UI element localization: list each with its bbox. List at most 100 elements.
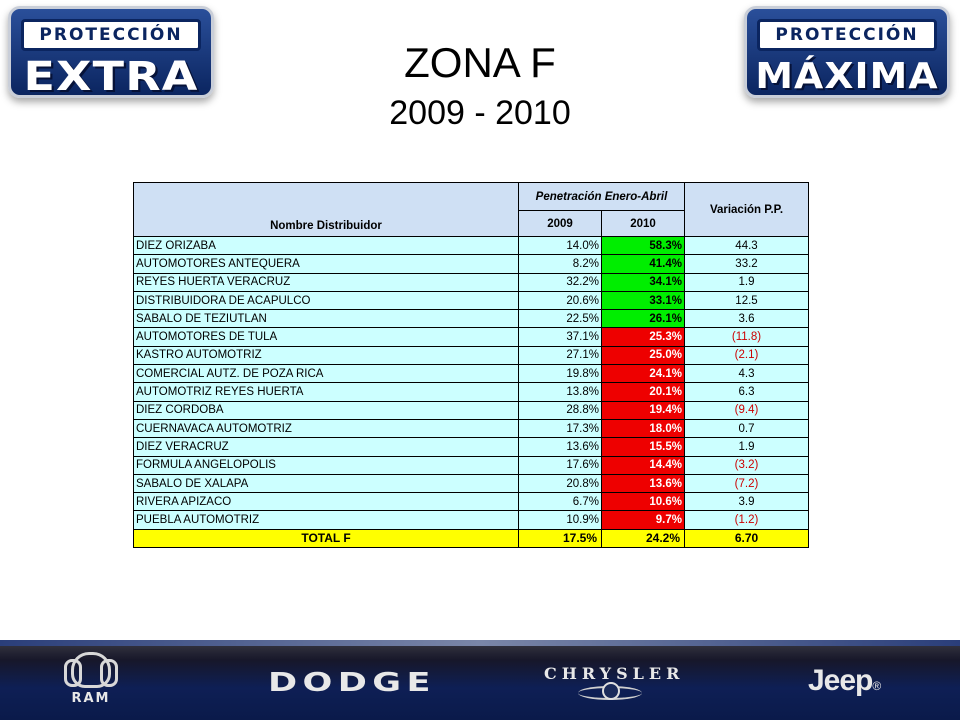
variation-value: 1.9 <box>684 437 809 457</box>
table-row: SABALO DE XALAPA 20.8% 13.6% (7.2) <box>133 473 809 494</box>
table-header-row: Nombre Distribuidor Penetración Enero-Ab… <box>133 182 809 237</box>
value-2010: 13.6% <box>601 473 685 494</box>
table-row: REYES HUERTA VERACRUZ 32.2% 34.1% 1.9 <box>133 272 809 292</box>
value-2010: 14.4% <box>601 455 685 475</box>
ram-head-icon <box>64 652 118 688</box>
value-2009: 27.1% <box>518 345 602 366</box>
header-variation: Variación P.P. <box>684 182 809 237</box>
variation-value: 3.6 <box>684 309 809 329</box>
table-row: DIEZ ORIZABA 14.0% 58.3% 44.3 <box>133 235 809 256</box>
variation-value: (7.2) <box>684 473 809 494</box>
table-row: AUTOMOTORES DE TULA 37.1% 25.3% (11.8) <box>133 327 809 347</box>
total-2009: 17.5% <box>518 528 602 549</box>
variation-value: 4.3 <box>684 364 809 384</box>
value-2009: 28.8% <box>518 400 602 420</box>
ram-logo: RAM <box>62 652 120 710</box>
distributor-name: DIEZ CORDOBA <box>133 400 519 420</box>
value-2009: 13.6% <box>518 437 602 457</box>
distributor-name: DIEZ ORIZABA <box>133 235 519 256</box>
variation-value: (9.4) <box>684 400 809 420</box>
value-2009: 32.2% <box>518 272 602 292</box>
total-label: TOTAL F <box>133 528 519 549</box>
header-name: Nombre Distribuidor <box>133 182 519 237</box>
dodge-logo: DODGE <box>268 668 436 698</box>
value-2010: 9.7% <box>601 510 685 530</box>
value-2009: 10.9% <box>518 510 602 530</box>
value-2009: 17.6% <box>518 455 602 475</box>
header-year-2009: 2009 <box>518 210 602 237</box>
total-row: TOTAL F 17.5% 24.2% 6.70 <box>133 528 809 549</box>
distributor-name: DISTRIBUIDORA DE ACAPULCO <box>133 290 519 311</box>
value-2010: 24.1% <box>601 364 685 384</box>
logo-left-top-text: PROTECCIÓN <box>21 19 201 51</box>
value-2010: 25.3% <box>601 327 685 347</box>
value-2010: 20.1% <box>601 382 685 402</box>
table-row: FORMULA ANGELOPOLIS 17.6% 14.4% (3.2) <box>133 455 809 475</box>
distributor-name: SABALO DE XALAPA <box>133 473 519 494</box>
chrysler-seal-icon <box>602 682 620 700</box>
footer-band <box>0 640 960 720</box>
variation-value: 3.9 <box>684 492 809 512</box>
variation-value: 1.9 <box>684 272 809 292</box>
distributor-name: COMERCIAL AUTZ. DE POZA RICA <box>133 364 519 384</box>
value-2010: 25.0% <box>601 345 685 366</box>
value-2009: 22.5% <box>518 309 602 329</box>
distributor-table: Nombre Distribuidor Penetración Enero-Ab… <box>133 182 809 549</box>
distributor-name: PUEBLA AUTOMOTRIZ <box>133 510 519 530</box>
value-2009: 17.3% <box>518 418 602 439</box>
value-2010: 58.3% <box>601 235 685 256</box>
table-row: PUEBLA AUTOMOTRIZ 10.9% 9.7% (1.2) <box>133 510 809 530</box>
total-variation: 6.70 <box>684 528 809 549</box>
value-2009: 20.6% <box>518 290 602 311</box>
table-body: DIEZ ORIZABA 14.0% 58.3% 44.3 AUTOMOTORES AN… <box>133 235 809 530</box>
variation-value: (2.1) <box>684 345 809 366</box>
distributor-name: FORMULA ANGELOPOLIS <box>133 455 519 475</box>
logo-right-top-text: PROTECCIÓN <box>757 19 937 51</box>
variation-value: (3.2) <box>684 455 809 475</box>
header-penetration: Penetración Enero-Abril <box>518 182 685 211</box>
table-row: DIEZ VERACRUZ 13.6% 15.5% 1.9 <box>133 437 809 457</box>
page-title: ZONA F <box>404 39 556 86</box>
distributor-name: CUERNAVACA AUTOMOTRIZ <box>133 418 519 439</box>
jeep-logo: Jeep® <box>808 664 881 698</box>
table-row: AUTOMOTRIZ REYES HUERTA 13.8% 20.1% 6.3 <box>133 382 809 402</box>
value-2009: 19.8% <box>518 364 602 384</box>
proteccion-maxima-logo: PROTECCIÓN MÁXIMA <box>744 6 950 98</box>
table-row: DISTRIBUIDORA DE ACAPULCO 20.6% 33.1% 12.5 <box>133 290 809 311</box>
variation-value: (11.8) <box>684 327 809 347</box>
value-2009: 8.2% <box>518 254 602 274</box>
variation-value: 12.5 <box>684 290 809 311</box>
value-2010: 33.1% <box>601 290 685 311</box>
value-2010: 18.0% <box>601 418 685 439</box>
chrysler-logo: CHRYSLER <box>544 664 685 683</box>
variation-value: 33.2 <box>684 254 809 274</box>
value-2010: 41.4% <box>601 254 685 274</box>
table-row: COMERCIAL AUTZ. DE POZA RICA 19.8% 24.1% 4.… <box>133 364 809 384</box>
table-row: CUERNAVACA AUTOMOTRIZ 17.3% 18.0% 0.7 <box>133 418 809 439</box>
proteccion-extra-logo: PROTECCIÓN EXTRA <box>8 6 214 98</box>
ram-wordmark: RAM <box>71 691 111 706</box>
total-2010: 24.2% <box>601 528 685 549</box>
footer-stripe <box>0 640 960 646</box>
variation-value: 0.7 <box>684 418 809 439</box>
distributor-name: REYES HUERTA VERACRUZ <box>133 272 519 292</box>
value-2009: 13.8% <box>518 382 602 402</box>
table-row: RIVERA APIZACO 6.7% 10.6% 3.9 <box>133 492 809 512</box>
value-2010: 15.5% <box>601 437 685 457</box>
header-year-2010: 2010 <box>601 210 685 237</box>
distributor-name: DIEZ VERACRUZ <box>133 437 519 457</box>
value-2010: 26.1% <box>601 309 685 329</box>
distributor-name: SABALO DE TEZIUTLAN <box>133 309 519 329</box>
value-2009: 37.1% <box>518 327 602 347</box>
distributor-name: AUTOMOTRIZ REYES HUERTA <box>133 382 519 402</box>
value-2010: 34.1% <box>601 272 685 292</box>
variation-value: 6.3 <box>684 382 809 402</box>
table-row: KASTRO AUTOMOTRIZ 27.1% 25.0% (2.1) <box>133 345 809 366</box>
value-2009: 20.8% <box>518 473 602 494</box>
value-2010: 10.6% <box>601 492 685 512</box>
logo-left-bottom-text: EXTRA <box>23 54 199 100</box>
value-2009: 14.0% <box>518 235 602 256</box>
table-row: SABALO DE TEZIUTLAN 22.5% 26.1% 3.6 <box>133 309 809 329</box>
value-2009: 6.7% <box>518 492 602 512</box>
variation-value: 44.3 <box>684 235 809 256</box>
